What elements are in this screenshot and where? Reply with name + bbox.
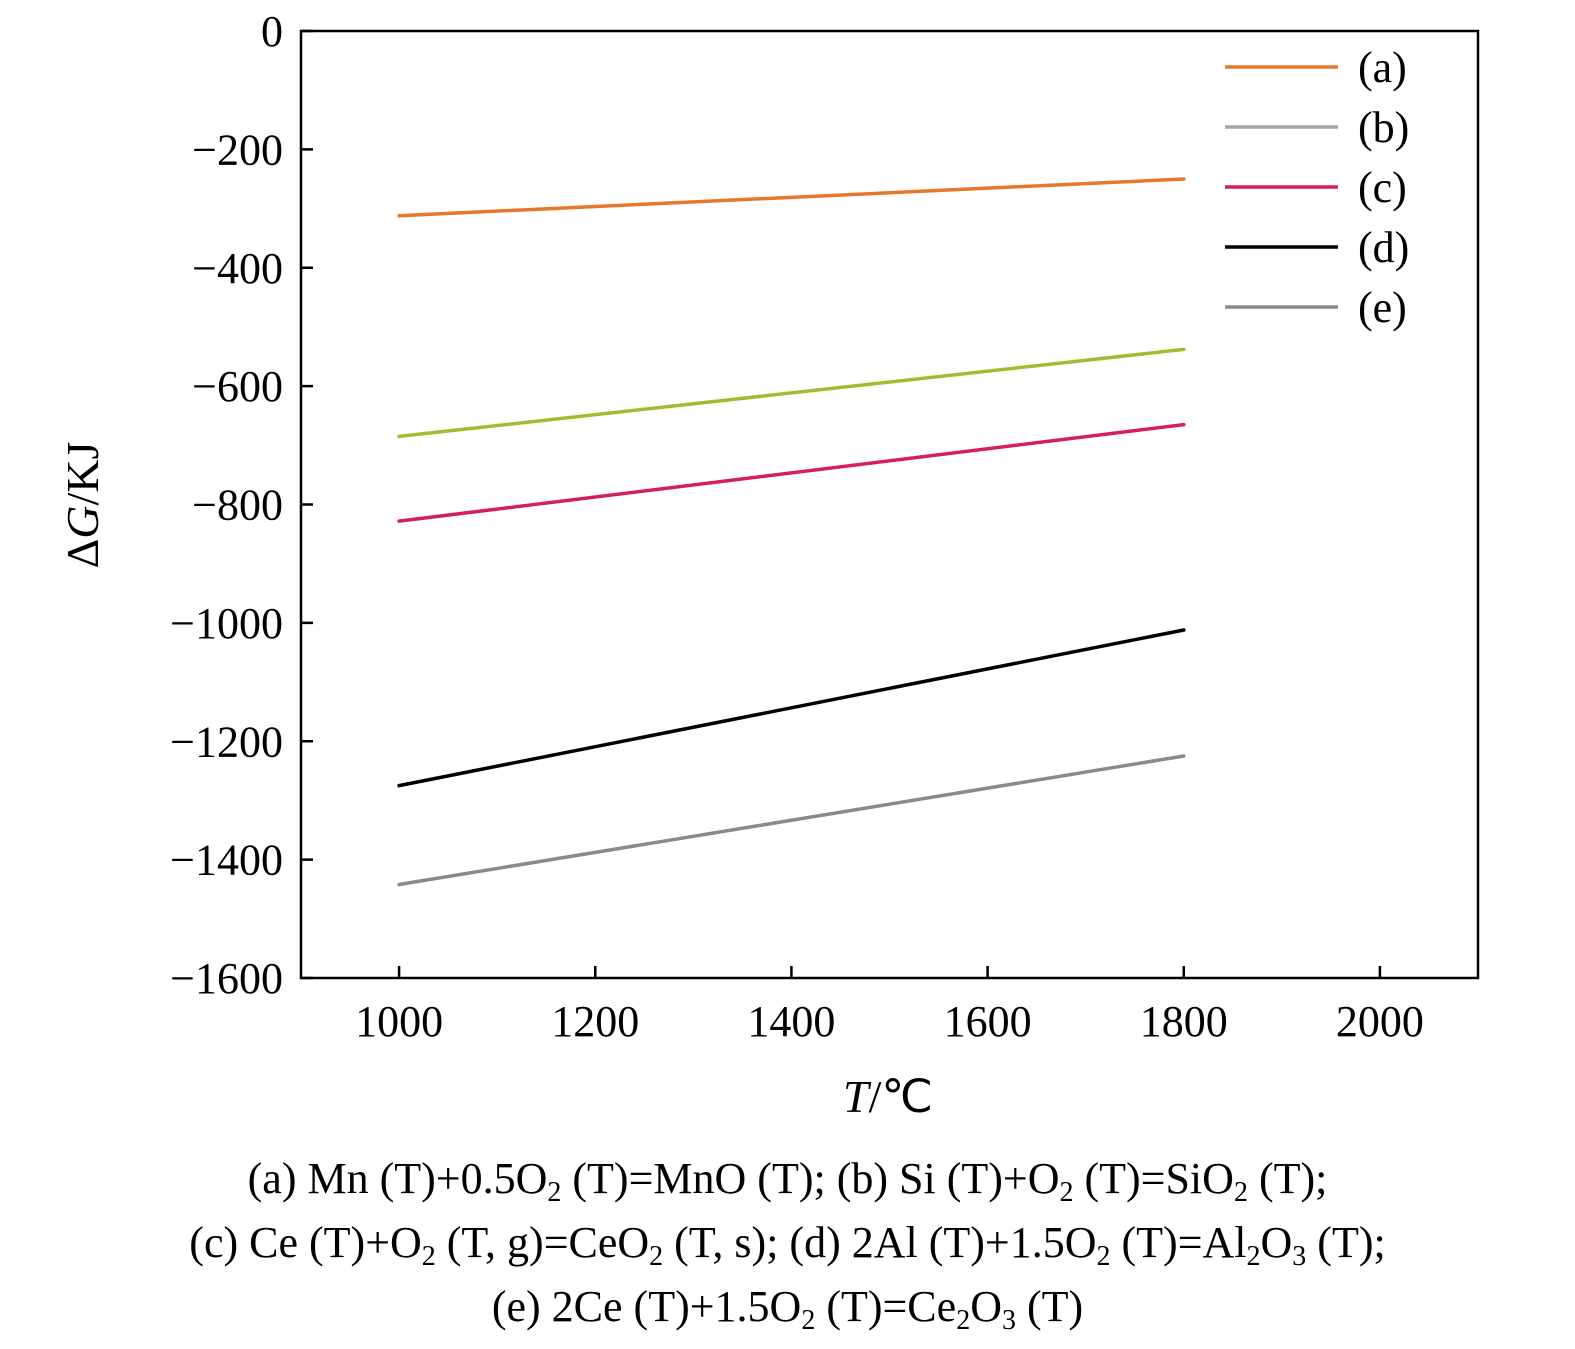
x-tick-label: 2000 [1336,997,1424,1046]
caption-subscript: 2 [649,1241,664,1272]
legend-label-e: (e) [1358,283,1407,332]
x-axis: 1000 1200 1400 1600 1800 2000 [355,966,1424,1046]
y-tick-label: −800 [192,481,283,530]
caption-subscript: 2 [1059,1177,1074,1208]
caption-subscript: 2 [1096,1241,1111,1272]
y-axis: 0 −200 −400 −600 −800 −1000 −1200 −1400 −1600 [170,7,313,1003]
caption-line-3: (e) 2Ce (T)+1.5O2 (T)=Ce2O3 (T) [491,1282,1084,1336]
caption-line-2: (c) Ce (T)+O2 (T, g)=CeO2 (T, s); (d) 2A… [189,1218,1386,1272]
series-line-e [397,754,1186,887]
caption-subscript: 2 [421,1241,436,1272]
caption-subscript: 2 [801,1305,816,1336]
legend-label-c: (c) [1358,163,1407,212]
chart: 0 −200 −400 −600 −800 −1000 −1200 −1400 −1600 10… [57,7,1480,1122]
x-tick-label: 1000 [355,997,443,1046]
caption-subscript: 3 [1001,1305,1016,1336]
x-tick-label: 1600 [944,997,1032,1046]
y-tick-label: −1400 [170,836,283,885]
x-axis-label: T/℃ [843,1071,933,1122]
y-tick-label: −1200 [170,717,283,766]
legend: (a) (b) (c) (d) (e) [1225,43,1409,332]
plot-frame [299,29,1480,980]
y-tick-label: 0 [261,7,283,56]
x-tick-label: 1400 [747,997,835,1046]
y-axis-label: ΔG/KJ [57,442,108,569]
caption-subscript: 2 [547,1177,562,1208]
y-tick-label: −200 [192,125,283,174]
series-line-a [397,177,1186,218]
legend-label-a: (a) [1358,43,1407,92]
caption-subscript: 2 [956,1305,971,1336]
series-line-b [397,347,1186,439]
legend-label-d: (d) [1358,223,1409,272]
x-tick-label: 1800 [1140,997,1228,1046]
caption-subscript: 3 [1292,1241,1307,1272]
series-line-c [397,422,1186,523]
x-tick-label: 1200 [551,997,639,1046]
y-tick-label: −1600 [170,954,283,1003]
series-line-d [397,628,1186,788]
y-tick-label: −600 [192,362,283,411]
caption-subscript: 2 [1233,1177,1248,1208]
y-tick-label: −400 [192,244,283,293]
series-lines [397,177,1186,887]
caption-line-1: (a) Mn (T)+0.5O2 (T)=MnO (T); (b) Si (T)… [247,1154,1328,1208]
caption-subscript: 2 [1246,1241,1261,1272]
plot-frame-group [299,29,1480,980]
legend-label-b: (b) [1358,103,1409,152]
y-tick-label: −1000 [170,599,283,648]
